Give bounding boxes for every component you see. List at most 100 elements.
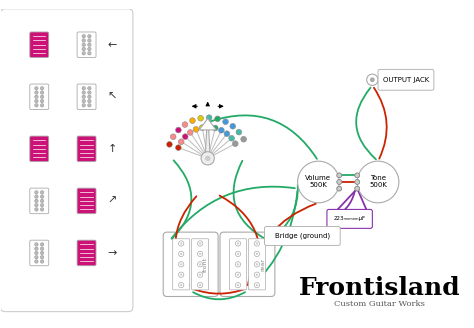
Circle shape bbox=[205, 155, 210, 161]
Circle shape bbox=[82, 99, 85, 103]
Circle shape bbox=[40, 203, 44, 207]
Circle shape bbox=[40, 247, 44, 250]
Circle shape bbox=[35, 195, 38, 198]
Circle shape bbox=[237, 274, 239, 276]
Text: Custom Guitar Works: Custom Guitar Works bbox=[335, 300, 425, 308]
Circle shape bbox=[88, 91, 91, 94]
Circle shape bbox=[337, 180, 342, 184]
FancyBboxPatch shape bbox=[30, 136, 49, 162]
Circle shape bbox=[35, 203, 38, 207]
Text: OUTPUT JACK: OUTPUT JACK bbox=[383, 77, 429, 83]
Circle shape bbox=[82, 47, 85, 51]
Circle shape bbox=[40, 208, 44, 211]
Circle shape bbox=[180, 284, 182, 286]
Circle shape bbox=[40, 199, 44, 203]
Circle shape bbox=[357, 161, 399, 203]
Circle shape bbox=[82, 95, 85, 98]
FancyBboxPatch shape bbox=[248, 239, 265, 290]
Circle shape bbox=[223, 119, 228, 125]
Circle shape bbox=[198, 115, 203, 121]
FancyBboxPatch shape bbox=[173, 239, 190, 290]
Text: Volume
500K: Volume 500K bbox=[305, 175, 331, 189]
Circle shape bbox=[35, 256, 38, 259]
Text: ↖: ↖ bbox=[108, 92, 117, 102]
Text: 223ₘₙₘₙₘμF: 223ₘₙₘₙₘμF bbox=[334, 216, 366, 221]
Circle shape bbox=[219, 127, 224, 133]
Circle shape bbox=[355, 186, 360, 191]
FancyBboxPatch shape bbox=[77, 188, 96, 214]
Circle shape bbox=[367, 74, 378, 86]
Circle shape bbox=[35, 99, 38, 103]
Circle shape bbox=[40, 195, 44, 198]
Text: rear: rear bbox=[260, 258, 265, 271]
Circle shape bbox=[82, 87, 85, 90]
Circle shape bbox=[82, 43, 85, 47]
Circle shape bbox=[182, 134, 188, 139]
Text: ↑: ↑ bbox=[108, 144, 117, 154]
FancyBboxPatch shape bbox=[378, 69, 434, 90]
Circle shape bbox=[298, 161, 339, 203]
FancyBboxPatch shape bbox=[0, 9, 133, 312]
Text: Tone
500K: Tone 500K bbox=[369, 175, 387, 189]
Circle shape bbox=[35, 95, 38, 98]
Circle shape bbox=[40, 91, 44, 94]
FancyBboxPatch shape bbox=[220, 232, 275, 297]
FancyBboxPatch shape bbox=[264, 226, 340, 245]
Circle shape bbox=[82, 39, 85, 42]
Circle shape bbox=[35, 104, 38, 107]
Circle shape bbox=[88, 43, 91, 47]
FancyArrowPatch shape bbox=[331, 191, 355, 218]
Circle shape bbox=[88, 95, 91, 98]
Circle shape bbox=[88, 51, 91, 55]
Circle shape bbox=[337, 173, 342, 178]
Circle shape bbox=[355, 173, 360, 178]
Circle shape bbox=[40, 243, 44, 246]
FancyBboxPatch shape bbox=[77, 240, 96, 266]
FancyBboxPatch shape bbox=[77, 32, 96, 57]
Circle shape bbox=[40, 251, 44, 255]
Text: front: front bbox=[203, 257, 208, 272]
Circle shape bbox=[180, 242, 182, 245]
Circle shape bbox=[88, 87, 91, 90]
Circle shape bbox=[88, 39, 91, 42]
Circle shape bbox=[256, 274, 258, 276]
Circle shape bbox=[40, 104, 44, 107]
FancyBboxPatch shape bbox=[191, 239, 209, 290]
Circle shape bbox=[337, 186, 342, 191]
Circle shape bbox=[82, 91, 85, 94]
Circle shape bbox=[370, 77, 375, 82]
FancyBboxPatch shape bbox=[30, 188, 49, 214]
Text: →: → bbox=[108, 248, 117, 258]
Circle shape bbox=[88, 47, 91, 51]
Circle shape bbox=[201, 152, 214, 165]
Circle shape bbox=[88, 34, 91, 38]
Circle shape bbox=[232, 141, 238, 147]
Circle shape bbox=[167, 142, 172, 147]
Circle shape bbox=[256, 263, 258, 265]
FancyBboxPatch shape bbox=[327, 209, 373, 228]
Circle shape bbox=[187, 130, 193, 135]
FancyBboxPatch shape bbox=[77, 84, 96, 110]
Circle shape bbox=[40, 191, 44, 194]
Circle shape bbox=[200, 125, 205, 131]
Text: Bridge (ground): Bridge (ground) bbox=[275, 233, 330, 239]
Circle shape bbox=[256, 242, 258, 245]
Circle shape bbox=[256, 253, 258, 255]
Circle shape bbox=[35, 87, 38, 90]
Circle shape bbox=[199, 284, 201, 286]
Circle shape bbox=[35, 191, 38, 194]
Circle shape bbox=[355, 180, 360, 184]
Circle shape bbox=[337, 186, 342, 191]
Circle shape bbox=[180, 253, 182, 255]
Circle shape bbox=[355, 180, 360, 184]
Circle shape bbox=[237, 242, 239, 245]
FancyBboxPatch shape bbox=[30, 84, 49, 110]
Circle shape bbox=[40, 87, 44, 90]
Circle shape bbox=[40, 95, 44, 98]
Circle shape bbox=[82, 34, 85, 38]
Circle shape bbox=[178, 139, 184, 145]
Circle shape bbox=[175, 127, 181, 133]
Circle shape bbox=[190, 118, 195, 123]
Circle shape bbox=[35, 243, 38, 246]
Circle shape bbox=[170, 134, 176, 140]
